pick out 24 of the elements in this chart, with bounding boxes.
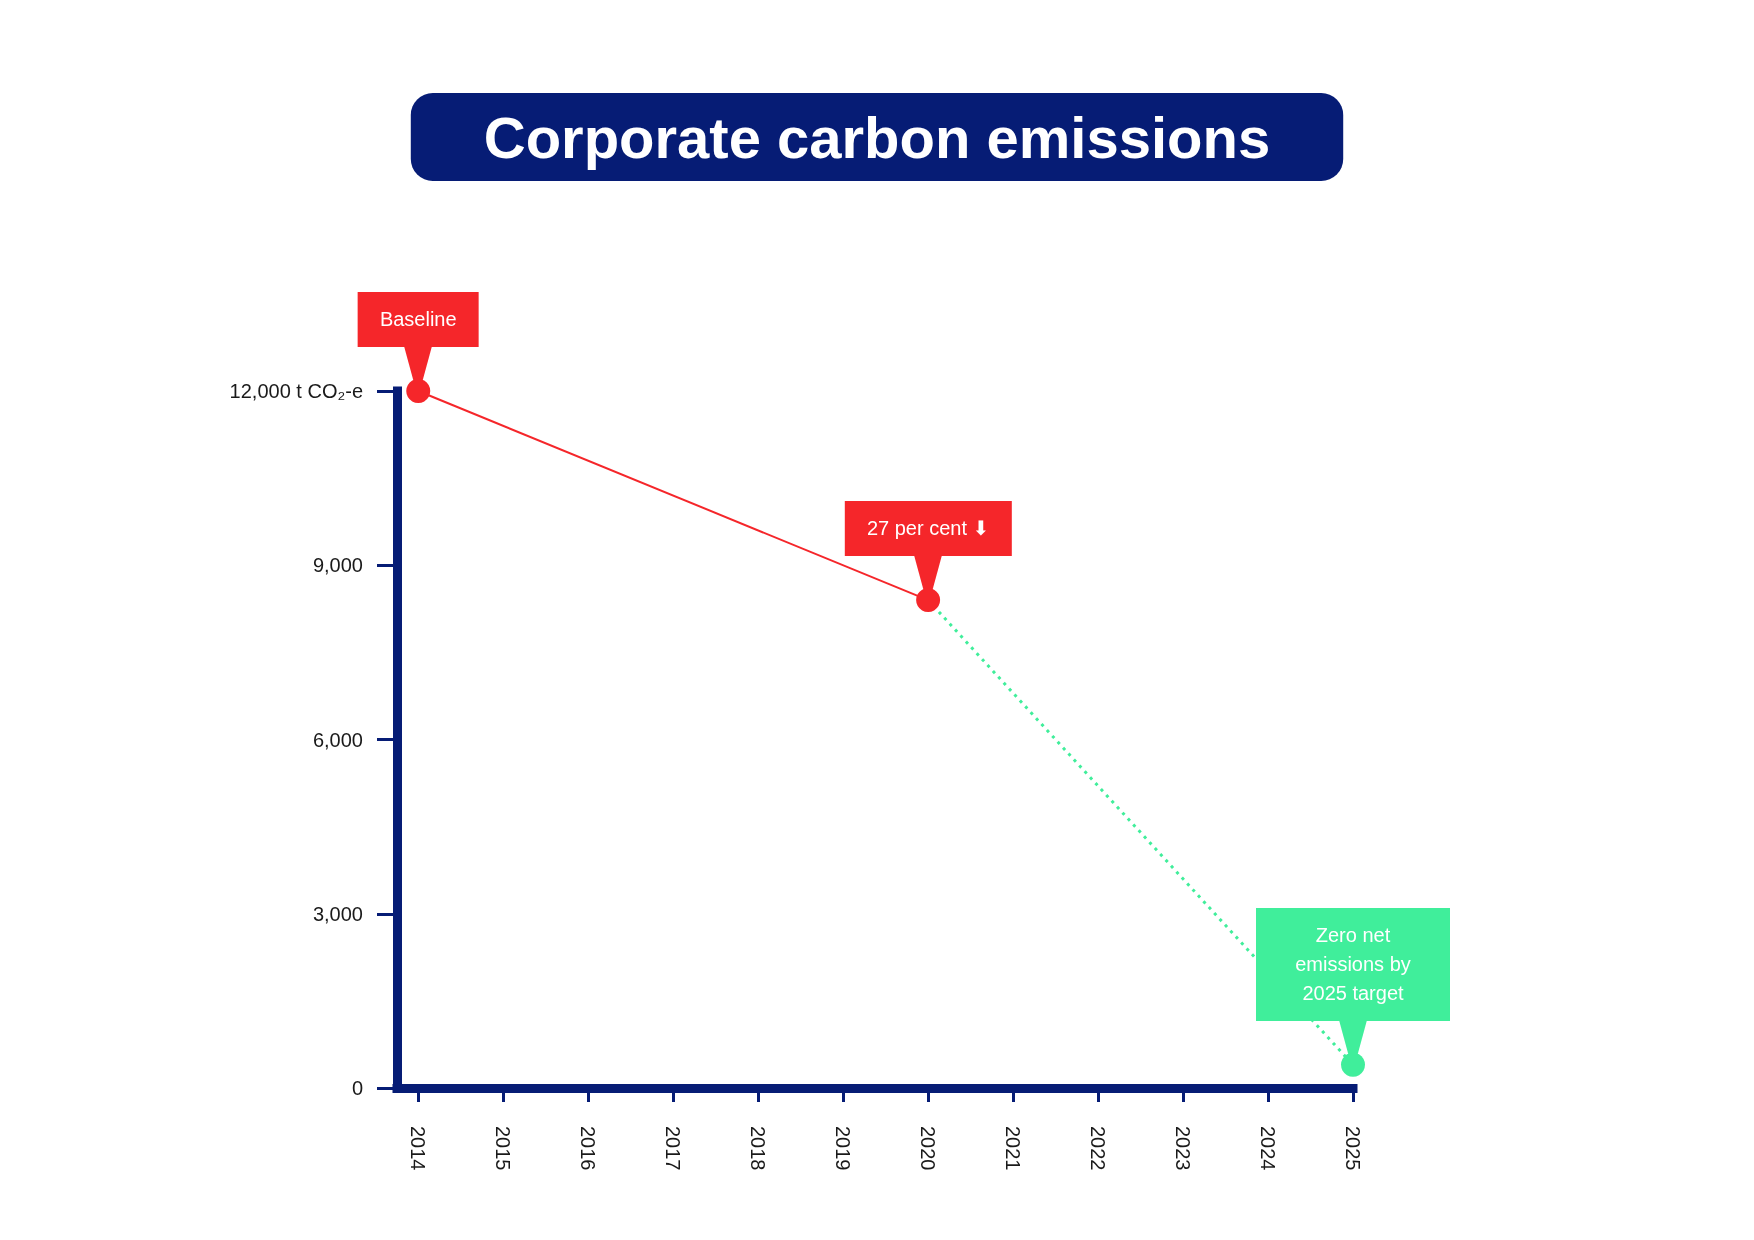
y-tick-label: 12,000 t CO₂-e <box>229 380 363 402</box>
chart-title: Corporate carbon emissions <box>483 104 1271 170</box>
x-tick-label: 2014 <box>407 1126 430 1171</box>
x-tick-label: 2020 <box>917 1126 940 1171</box>
annotation: 27 per cent ⬇ <box>866 517 990 540</box>
x-tick-label: 2016 <box>577 1126 600 1171</box>
x-tick-label: 2023 <box>1172 1126 1195 1171</box>
x-tick-label: 2022 <box>1087 1126 1110 1171</box>
x-tick-label: 2015 <box>492 1126 515 1171</box>
y-tick-label: 3,000 <box>312 902 363 925</box>
y-tick-label: 9,000 <box>312 554 363 577</box>
x-tick-label: 2024 <box>1257 1126 1280 1171</box>
x-tick-label: 2019 <box>832 1126 855 1171</box>
x-tick-label: 2025 <box>1342 1126 1364 1171</box>
y-tick-label: 0 <box>351 1077 363 1099</box>
text: Baseline <box>379 308 457 330</box>
point <box>1341 1052 1365 1077</box>
point <box>406 379 431 403</box>
x-tick-label: 2021 <box>1002 1126 1025 1171</box>
point <box>916 588 941 613</box>
x-tick-label: 2018 <box>747 1126 770 1171</box>
annotation: Zero net emissions by 2025 target <box>1295 923 1411 1004</box>
y-tick-label: 6,000 <box>312 728 363 751</box>
x-tick-label: 2017 <box>662 1126 685 1171</box>
